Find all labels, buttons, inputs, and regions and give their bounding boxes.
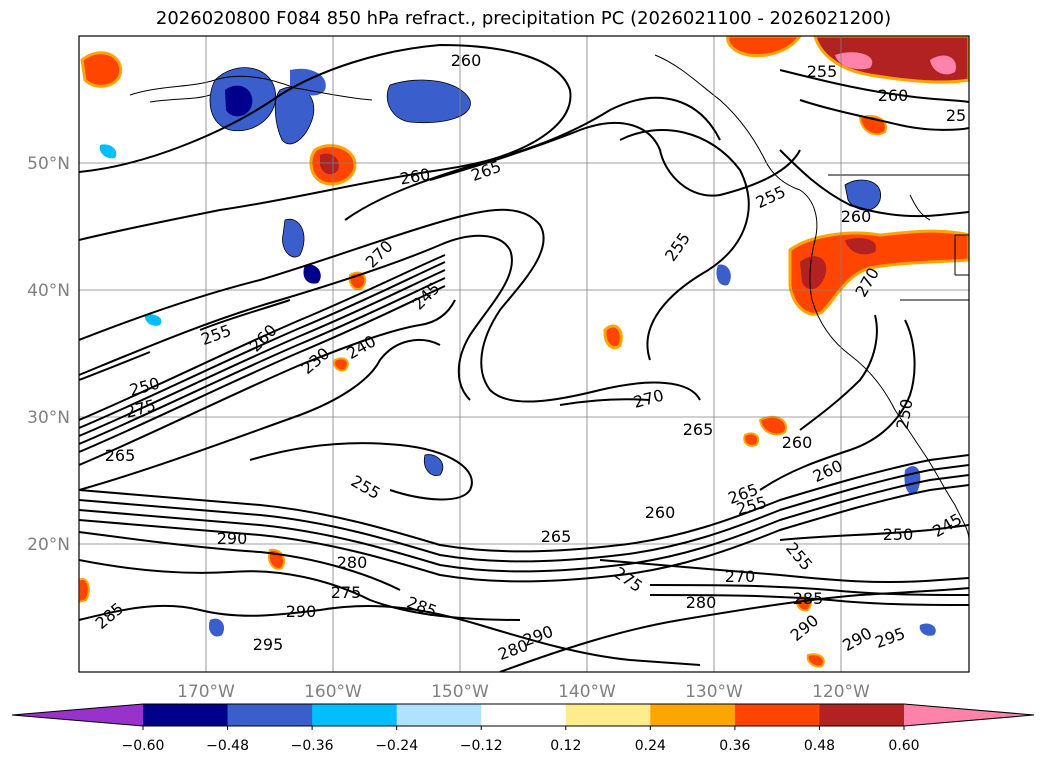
lon-label: 130°W bbox=[685, 682, 743, 702]
lat-label: 30°N bbox=[27, 408, 70, 428]
colorbar-segment bbox=[396, 704, 482, 726]
contour-label: 265 bbox=[683, 420, 714, 439]
colorbar-tick-label: −0.60 bbox=[122, 738, 165, 754]
refractivity-contours bbox=[79, 43, 969, 672]
colorbar-segment bbox=[819, 704, 905, 726]
lat-label: 50°N bbox=[27, 154, 70, 174]
contour-label: 25 bbox=[946, 106, 966, 125]
contour-label: 280 bbox=[686, 593, 717, 612]
lon-label: 120°W bbox=[812, 682, 870, 702]
colorbar-segment bbox=[227, 704, 313, 726]
contour-label: 290 bbox=[217, 529, 248, 548]
lon-label: 150°W bbox=[431, 682, 489, 702]
lon-label: 140°W bbox=[558, 682, 616, 702]
contour-label: 275 bbox=[331, 583, 362, 602]
latitude-labels: 50°N 40°N 30°N 20°N bbox=[27, 154, 70, 555]
plot-border bbox=[78, 35, 970, 673]
coastlines bbox=[129, 54, 969, 541]
lon-label: 170°W bbox=[177, 682, 235, 702]
colorbar-extension-high bbox=[904, 704, 1034, 726]
lon-label: 160°W bbox=[304, 682, 362, 702]
colorbar-extension-low bbox=[12, 704, 143, 726]
colorbar-segment bbox=[143, 704, 229, 726]
colorbar-segment bbox=[481, 704, 567, 726]
colorbar-tick-label: 0.48 bbox=[804, 738, 835, 754]
lat-label: 20°N bbox=[27, 535, 70, 555]
contour-label: 270 bbox=[725, 567, 756, 586]
colorbar-tick-label: −0.48 bbox=[206, 738, 249, 754]
contour-label: 280 bbox=[337, 553, 368, 572]
contour-label: 260 bbox=[782, 433, 813, 452]
colorbar-tick-label: −0.12 bbox=[460, 738, 503, 754]
contour-label: 290 bbox=[286, 602, 317, 621]
longitude-labels: 170°W 160°W 150°W 140°W 130°W 120°W bbox=[177, 682, 870, 702]
colorbar-segment bbox=[312, 704, 398, 726]
contour-label: 265 bbox=[105, 446, 136, 465]
contour-label: 285 bbox=[793, 589, 824, 608]
colorbar-segment bbox=[650, 704, 736, 726]
contour-label: 260 bbox=[841, 207, 872, 226]
map-title: 2026020800 F084 850 hPa refract., precip… bbox=[155, 8, 892, 29]
colorbar-segment bbox=[734, 704, 820, 726]
colorbar-tick-label: 0.60 bbox=[888, 738, 919, 754]
contour-label: 260 bbox=[645, 503, 676, 522]
colorbar-tick-label: 0.12 bbox=[550, 738, 581, 754]
contour-label: 265 bbox=[541, 527, 572, 546]
contour-label: 250 bbox=[883, 525, 914, 544]
contour-label: 260 bbox=[451, 51, 482, 70]
colorbar-tick-label: 0.36 bbox=[719, 738, 750, 754]
plot-area bbox=[79, 36, 969, 672]
contour-label: 255 bbox=[807, 62, 838, 81]
colorbar-tick-label: 0.24 bbox=[635, 738, 666, 754]
colorbar-tick-label: −0.24 bbox=[375, 738, 418, 754]
colorbar-tick-labels: −0.60 −0.48 −0.36 −0.24 −0.12 0.12 0.24 0.36 0.4… bbox=[122, 726, 920, 754]
contour-label: 295 bbox=[253, 635, 284, 654]
graticule bbox=[79, 36, 969, 672]
colorbar-tick-label: −0.36 bbox=[291, 738, 334, 754]
colorbar-segment bbox=[565, 704, 651, 726]
lat-label: 40°N bbox=[27, 281, 70, 301]
contour-label: 260 bbox=[878, 86, 909, 105]
colorbar bbox=[11, 703, 1035, 727]
